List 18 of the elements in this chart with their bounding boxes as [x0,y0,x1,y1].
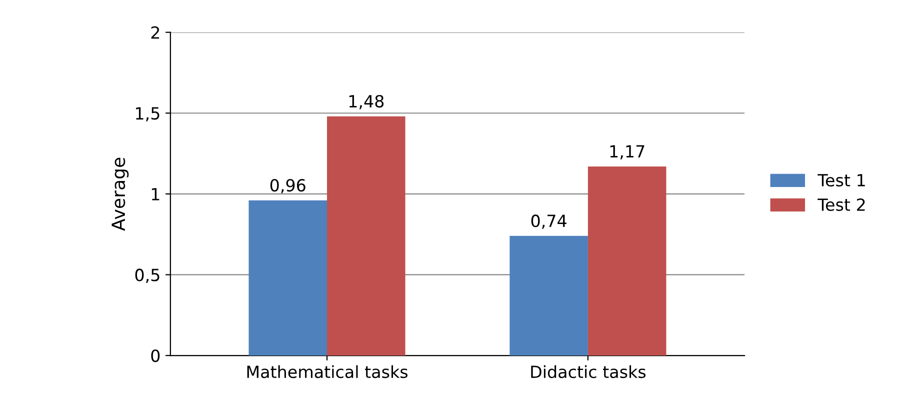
y-tick-label: 2 [151,26,160,39]
data-label: 1,48 [349,94,384,110]
data-label: 0,96 [270,178,306,194]
data-label: 1,17 [610,145,644,160]
y-tick-label: 0 [151,349,160,362]
x-tick-label: Didactic tasks [531,365,646,378]
bar [248,200,327,356]
y-tick-label: 1 [152,188,160,200]
legend-label: Test 1 [818,174,865,187]
bar [588,166,666,356]
y-tick-label: 1,5 [136,107,160,122]
x-tick-label: Mathematical tasks [247,365,408,378]
data-label: 0,74 [531,214,566,229]
y-tick-label: 0,5 [135,268,160,283]
legend-label: Test 2 [818,198,865,211]
bar [326,116,406,356]
bar [510,236,588,356]
y-axis-title: Average [112,158,129,231]
